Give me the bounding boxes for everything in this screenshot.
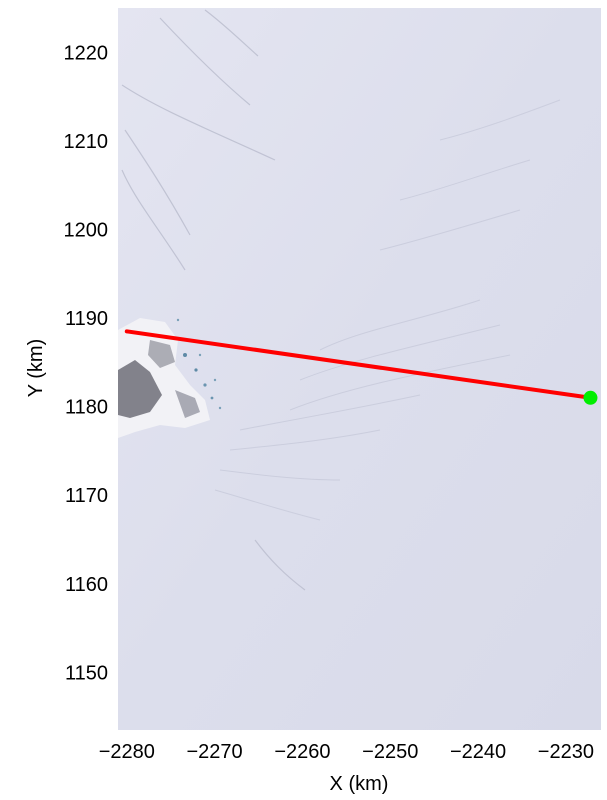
y-tick-label: 1150 bbox=[65, 662, 108, 684]
x-tick-label: −2270 bbox=[187, 741, 243, 763]
y-tick-label: 1220 bbox=[64, 42, 109, 64]
y-tick-label: 1190 bbox=[65, 308, 108, 330]
y-tick-label: 1170 bbox=[65, 485, 108, 507]
x-tick-label: −2250 bbox=[362, 741, 418, 763]
y-axis-label: Y (km) bbox=[25, 339, 47, 398]
rock-outcrop bbox=[118, 318, 222, 438]
y-tick-label: 1180 bbox=[65, 397, 108, 419]
transect-line bbox=[124, 329, 593, 400]
x-tick-label: −2240 bbox=[450, 741, 506, 763]
y-tick-label: 1200 bbox=[64, 219, 109, 241]
y-tick-label: 1160 bbox=[65, 574, 108, 596]
x-tick-label: −2280 bbox=[99, 741, 155, 763]
ice-ripples bbox=[214, 99, 561, 521]
x-tick-label: −2230 bbox=[538, 741, 594, 763]
x-tick-labels: −2280 −2270 −2260 −2250 −2240 −2230 bbox=[99, 741, 594, 763]
ice-flow-streaks bbox=[121, 9, 306, 591]
y-tick-labels: 1150 1160 1170 1180 1190 1200 1210 1220 bbox=[64, 42, 109, 684]
x-tick-label: −2260 bbox=[274, 741, 330, 763]
x-axis-label: X (km) bbox=[330, 773, 389, 795]
map-imagery bbox=[118, 8, 601, 730]
end-point-marker bbox=[583, 390, 598, 405]
y-tick-label: 1210 bbox=[64, 131, 109, 153]
